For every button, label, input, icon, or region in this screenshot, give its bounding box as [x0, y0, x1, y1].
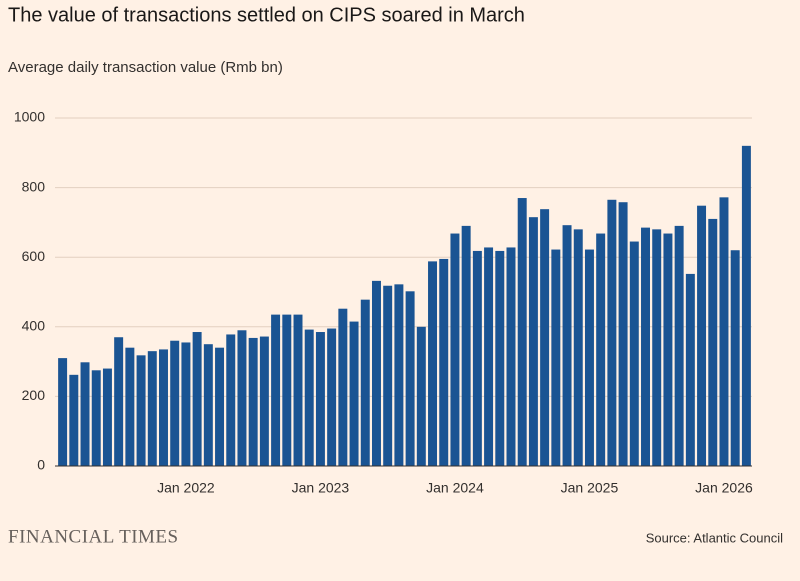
bar: [147, 351, 157, 466]
x-tick-label: Jan 2025: [561, 480, 619, 496]
bar: [181, 342, 191, 466]
bar: [596, 233, 606, 466]
bar: [663, 233, 673, 466]
x-tick-label: Jan 2023: [292, 480, 350, 496]
bar: [114, 337, 124, 466]
bar: [450, 233, 460, 466]
bar: [91, 370, 101, 466]
y-tick-label: 800: [22, 178, 46, 194]
bar: [102, 368, 112, 466]
bar: [170, 340, 180, 466]
bar: [484, 247, 494, 466]
bar: [248, 337, 258, 466]
bar: [607, 199, 617, 466]
bar: [69, 374, 79, 466]
y-tick-label: 400: [22, 318, 46, 334]
bar: [629, 241, 639, 466]
bar: [674, 225, 684, 466]
bar: [383, 285, 393, 466]
bar: [618, 202, 628, 466]
bar: [551, 249, 561, 466]
y-tick-label: 200: [22, 387, 46, 403]
bar: [540, 209, 550, 466]
bar: [562, 225, 572, 466]
bar: [259, 336, 269, 466]
bar: [304, 329, 314, 466]
bar: [80, 362, 90, 466]
bar: [428, 261, 438, 466]
y-tick-label: 600: [22, 248, 46, 264]
bar: [293, 314, 303, 466]
x-tick-label: Jan 2026: [695, 480, 753, 496]
bar: [282, 314, 292, 466]
bar: [472, 250, 482, 466]
bar: [495, 250, 505, 466]
bar: [315, 332, 325, 466]
y-tick-label: 1000: [14, 109, 45, 125]
bar: [360, 299, 370, 466]
bar: [652, 229, 662, 466]
source: Source: Atlantic Council: [646, 530, 783, 545]
bar: [641, 227, 650, 466]
bar: [573, 229, 583, 466]
bar: [159, 349, 168, 466]
bar: [685, 273, 695, 466]
bar: [371, 280, 381, 466]
bar: [461, 225, 471, 466]
bar: [237, 330, 247, 466]
bar: [506, 247, 516, 466]
bar: [192, 332, 202, 466]
bar: [741, 145, 751, 466]
bar: [327, 328, 337, 466]
bar: [226, 334, 236, 466]
x-tick-label: Jan 2024: [426, 480, 484, 496]
bar: [697, 205, 707, 467]
bar: [394, 284, 404, 466]
brand: FINANCIAL TIMES: [8, 526, 179, 547]
bar: [708, 218, 718, 466]
bar: [349, 321, 359, 466]
bar: [125, 347, 135, 466]
bar: [439, 258, 449, 466]
bar: [271, 314, 281, 466]
chart-title: The value of transactions settled on CIP…: [8, 4, 525, 26]
bar: [58, 358, 68, 466]
bar: [584, 249, 594, 466]
bar: [203, 344, 213, 466]
bar: [528, 217, 538, 466]
bar: [730, 250, 740, 466]
bar: [215, 347, 225, 466]
bar: [136, 355, 146, 466]
bar: [719, 197, 729, 466]
y-tick-label: 0: [37, 457, 45, 473]
bar: [416, 326, 426, 466]
x-tick-label: Jan 2022: [157, 480, 215, 496]
chart-subtitle: Average daily transaction value (Rmb bn): [8, 59, 283, 76]
bar: [517, 198, 527, 467]
bar: [338, 308, 348, 466]
bar: [405, 291, 415, 466]
